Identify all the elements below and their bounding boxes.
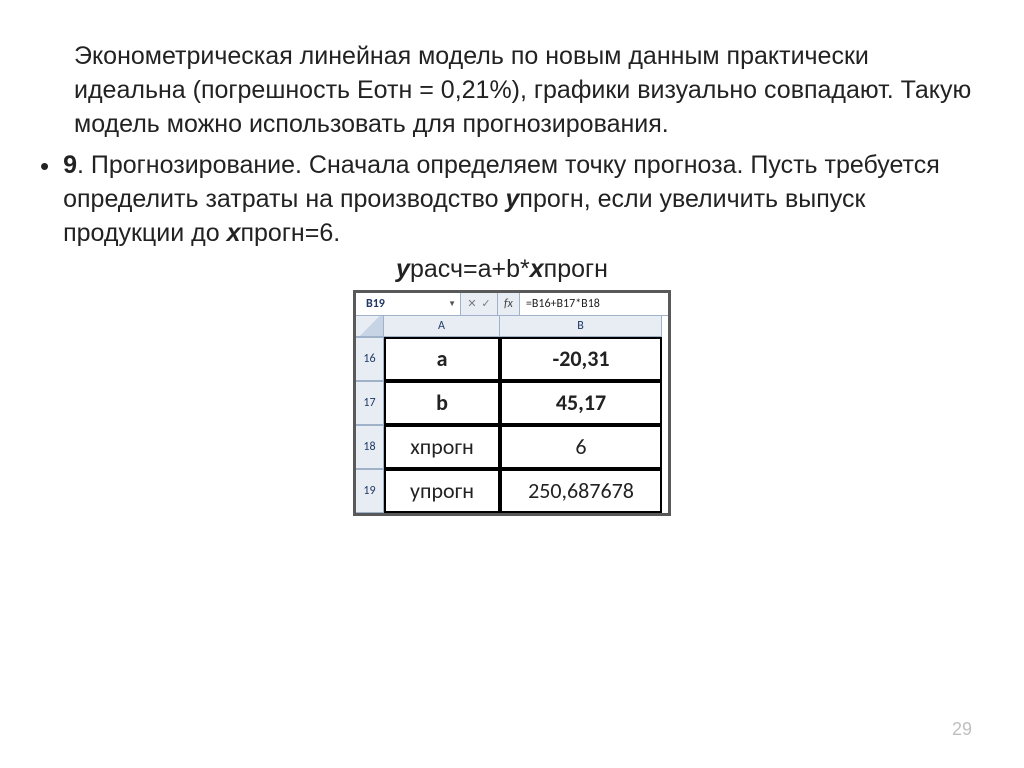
cell-b18[interactable]: 6 bbox=[500, 425, 662, 469]
cell-a17[interactable]: b bbox=[384, 381, 500, 425]
cell-b17[interactable]: 45,17 bbox=[500, 381, 662, 425]
name-box-value: B19 bbox=[366, 297, 385, 311]
cell-b19[interactable]: 250,687678 bbox=[500, 469, 662, 513]
row-header-19[interactable]: 19 bbox=[356, 469, 384, 513]
formula-bar: B19 ▼ ✕ ✓ fx =B16+B17*B18 bbox=[356, 293, 668, 316]
bullet-marker: • bbox=[38, 149, 63, 184]
fx-label[interactable]: fx bbox=[498, 293, 520, 315]
excel-screenshot: B19 ▼ ✕ ✓ fx =B16+B17*B18 A B 16 a -20,3… bbox=[353, 290, 671, 516]
col-header-a[interactable]: A bbox=[384, 316, 500, 337]
enter-icon[interactable]: ✓ bbox=[479, 297, 493, 310]
paragraph-1: Эконометрическая линейная модель по новы… bbox=[38, 40, 986, 141]
cancel-icon[interactable]: ✕ bbox=[465, 297, 479, 310]
slide: Эконометрическая линейная модель по новы… bbox=[0, 0, 1024, 768]
row-header-18[interactable]: 18 bbox=[356, 425, 384, 469]
bullet-text: 9. Прогнозирование. Сначала определяем т… bbox=[63, 149, 986, 250]
bullet-item-9: • 9. Прогнозирование. Сначала определяем… bbox=[38, 149, 986, 250]
page-number: 29 bbox=[952, 719, 972, 740]
select-all-corner[interactable] bbox=[356, 316, 384, 337]
spreadsheet-grid: A B 16 a -20,31 17 b 45,17 18 хпрогн 6 1… bbox=[356, 316, 668, 513]
formula-line: урасч=a+b*хпрогн bbox=[18, 255, 986, 284]
name-box[interactable]: B19 ▼ bbox=[356, 293, 461, 315]
formula-bar-buttons: ✕ ✓ bbox=[461, 293, 498, 315]
cell-a18[interactable]: хпрогн bbox=[384, 425, 500, 469]
row-header-17[interactable]: 17 bbox=[356, 381, 384, 425]
bullet-number: 9 bbox=[63, 151, 77, 179]
col-header-b[interactable]: B bbox=[500, 316, 662, 337]
cell-a16[interactable]: a bbox=[384, 337, 500, 381]
cell-b16[interactable]: -20,31 bbox=[500, 337, 662, 381]
cell-a19[interactable]: упрогн bbox=[384, 469, 500, 513]
formula-input[interactable]: =B16+B17*B18 bbox=[520, 293, 668, 315]
row-header-16[interactable]: 16 bbox=[356, 337, 384, 381]
name-box-dropdown-icon[interactable]: ▼ bbox=[448, 299, 456, 309]
